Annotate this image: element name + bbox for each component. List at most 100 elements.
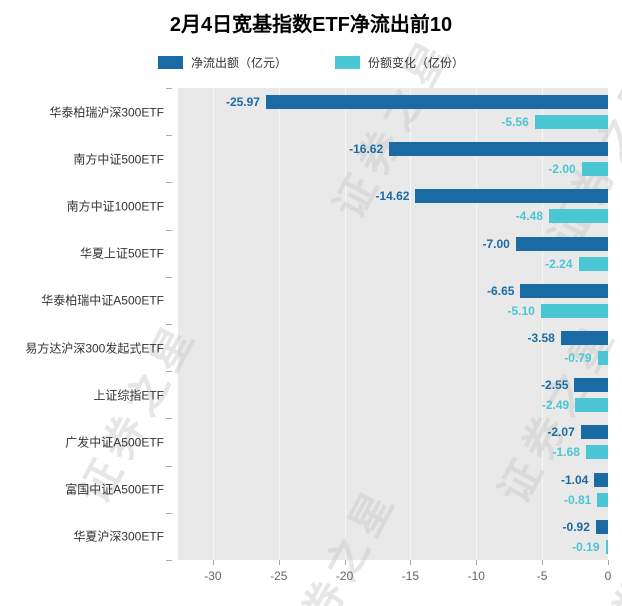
y-axis-tick: [166, 88, 172, 89]
legend-item-outflow[interactable]: 净流出额（亿元）: [157, 54, 287, 71]
net-outflow-bar[interactable]: [265, 95, 608, 109]
legend: 净流出额（亿元） 份额变化（亿份）: [0, 54, 622, 71]
bar-value-label: -1.04: [560, 472, 589, 487]
x-axis-label: -30: [204, 569, 222, 583]
y-axis-tick: [166, 371, 172, 373]
bar-value-label: -2.07: [547, 425, 575, 440]
bar-value-label: -2.00: [548, 162, 576, 177]
share-change-bar[interactable]: [605, 539, 608, 554]
chart-row: -6.65 -5.10: [178, 277, 608, 324]
bar-value-label: -0.79: [564, 351, 592, 365]
chart-title: 2月4日宽基指数ETF净流出前10: [169, 14, 453, 36]
category-label: 易方达沪深300发起式ETF: [25, 341, 164, 356]
y-axis-tick: [166, 465, 172, 467]
bar-value-label: -0.19: [572, 539, 600, 554]
category-label: 广发中证A500ETF: [65, 435, 164, 450]
category-label: 华泰柏瑞中证A500ETF: [41, 293, 164, 308]
net-outflow-bar[interactable]: [594, 472, 608, 487]
y-axis-tick: [166, 135, 172, 137]
plot-area: -25.97 -5.56 -16.62 -2.00 -14.62 -4.48 -7.00 -2…: [178, 88, 608, 560]
gridline: [410, 88, 412, 560]
bar-value-label: -14.62: [375, 189, 410, 204]
y-axis-tick: [166, 418, 172, 420]
chart-row: -2.55 -2.49: [178, 371, 608, 418]
y-axis-tick: [166, 229, 172, 231]
legend-swatch-share-change: [335, 56, 360, 69]
y-axis-tick: [166, 182, 172, 184]
share-change-bar[interactable]: [597, 351, 608, 365]
share-change-bar[interactable]: [597, 492, 608, 507]
category-label: 上证综指ETF: [93, 388, 164, 403]
net-outflow-bar[interactable]: [580, 425, 608, 440]
share-change-bar[interactable]: [578, 256, 608, 271]
bar-value-label: -0.81: [563, 492, 592, 507]
y-axis: 华泰柏瑞沪深300ETF 南方中证500ETF 南方中证1000ETF 华夏上证50E…: [0, 88, 172, 561]
x-axis-label: -25: [270, 569, 288, 583]
bar-value-label: -4.48: [515, 209, 543, 224]
bar-value-label: -3.58: [527, 331, 555, 345]
net-outflow-bar[interactable]: [560, 331, 608, 345]
net-outflow-bar[interactable]: [415, 189, 608, 204]
share-change-bar[interactable]: [575, 398, 608, 413]
chart-row: -16.62 -2.00: [178, 135, 608, 182]
x-axis-tick: [542, 560, 544, 565]
category-label: 华夏沪深300ETF: [73, 529, 164, 544]
gridline: [278, 88, 280, 560]
chart-row: -1.04 -0.81: [178, 466, 608, 513]
chart-row: -14.62 -4.48: [178, 182, 608, 229]
bar-value-label: -5.56: [501, 115, 529, 129]
x-axis-tick: [410, 560, 412, 565]
bar-value-label: -2.49: [541, 398, 570, 413]
category-label: 富国中证A500ETF: [65, 482, 164, 497]
chart-row: -0.92 -0.19: [178, 513, 608, 560]
bar-value-label: -2.55: [541, 378, 569, 393]
legend-item-share-change[interactable]: 份额变化（亿份）: [335, 54, 464, 71]
bar-value-label: -1.68: [552, 445, 580, 460]
net-outflow-bar[interactable]: [520, 283, 608, 298]
share-change-bar[interactable]: [540, 303, 608, 318]
net-outflow-bar[interactable]: [515, 236, 608, 251]
gridline: [542, 88, 544, 560]
x-axis-label: -10: [467, 569, 485, 583]
share-change-bar[interactable]: [581, 162, 608, 177]
gridline: [344, 88, 346, 560]
bar-value-label: -25.97: [225, 95, 260, 109]
chart-row: -3.58 -0.79: [178, 324, 608, 371]
bar-value-label: -2.24: [545, 256, 573, 271]
category-label: 南方中证1000ETF: [66, 199, 164, 214]
legend-label-outflow: 净流出额（亿元）: [190, 56, 287, 70]
net-outflow-bar[interactable]: [574, 378, 608, 393]
gridline: [476, 88, 478, 560]
x-axis-label: -20: [335, 569, 354, 583]
chart-row: -7.00 -2.24: [178, 230, 608, 277]
bar-value-label: -16.62: [349, 142, 384, 157]
legend-swatch-outflow: [157, 56, 183, 69]
share-change-bar[interactable]: [534, 115, 608, 129]
chart-row: -25.97 -5.56: [178, 88, 608, 135]
category-label: 华夏上证50ETF: [79, 246, 164, 261]
x-axis-label: -15: [401, 569, 420, 583]
x-axis-tick: [278, 560, 280, 565]
y-axis-tick: [166, 512, 172, 514]
x-axis: -30 -25 -20 -15 -10 -5 0: [178, 560, 611, 590]
legend-label-share-change: 份额变化（亿份）: [368, 56, 465, 70]
gridline: [212, 88, 214, 560]
share-change-bar[interactable]: [549, 209, 608, 224]
bar-value-label: -7.00: [482, 236, 510, 251]
bar-value-label: -0.92: [562, 519, 590, 534]
bar-value-label: -6.65: [487, 283, 515, 298]
x-axis-tick: [344, 560, 346, 565]
chart-row: -2.07 -1.68: [178, 418, 608, 465]
x-axis-tick: [608, 560, 609, 565]
y-axis-tick: [166, 324, 172, 325]
x-axis-tick: [476, 560, 478, 565]
x-axis-tick: [212, 560, 214, 565]
y-axis-tick: [166, 560, 172, 561]
net-outflow-bar[interactable]: [389, 142, 608, 157]
category-label: 南方中证500ETF: [73, 152, 164, 167]
x-axis-label: -5: [536, 569, 548, 583]
y-axis-tick: [166, 276, 172, 278]
net-outflow-bar[interactable]: [595, 519, 608, 534]
share-change-bar[interactable]: [585, 445, 608, 460]
